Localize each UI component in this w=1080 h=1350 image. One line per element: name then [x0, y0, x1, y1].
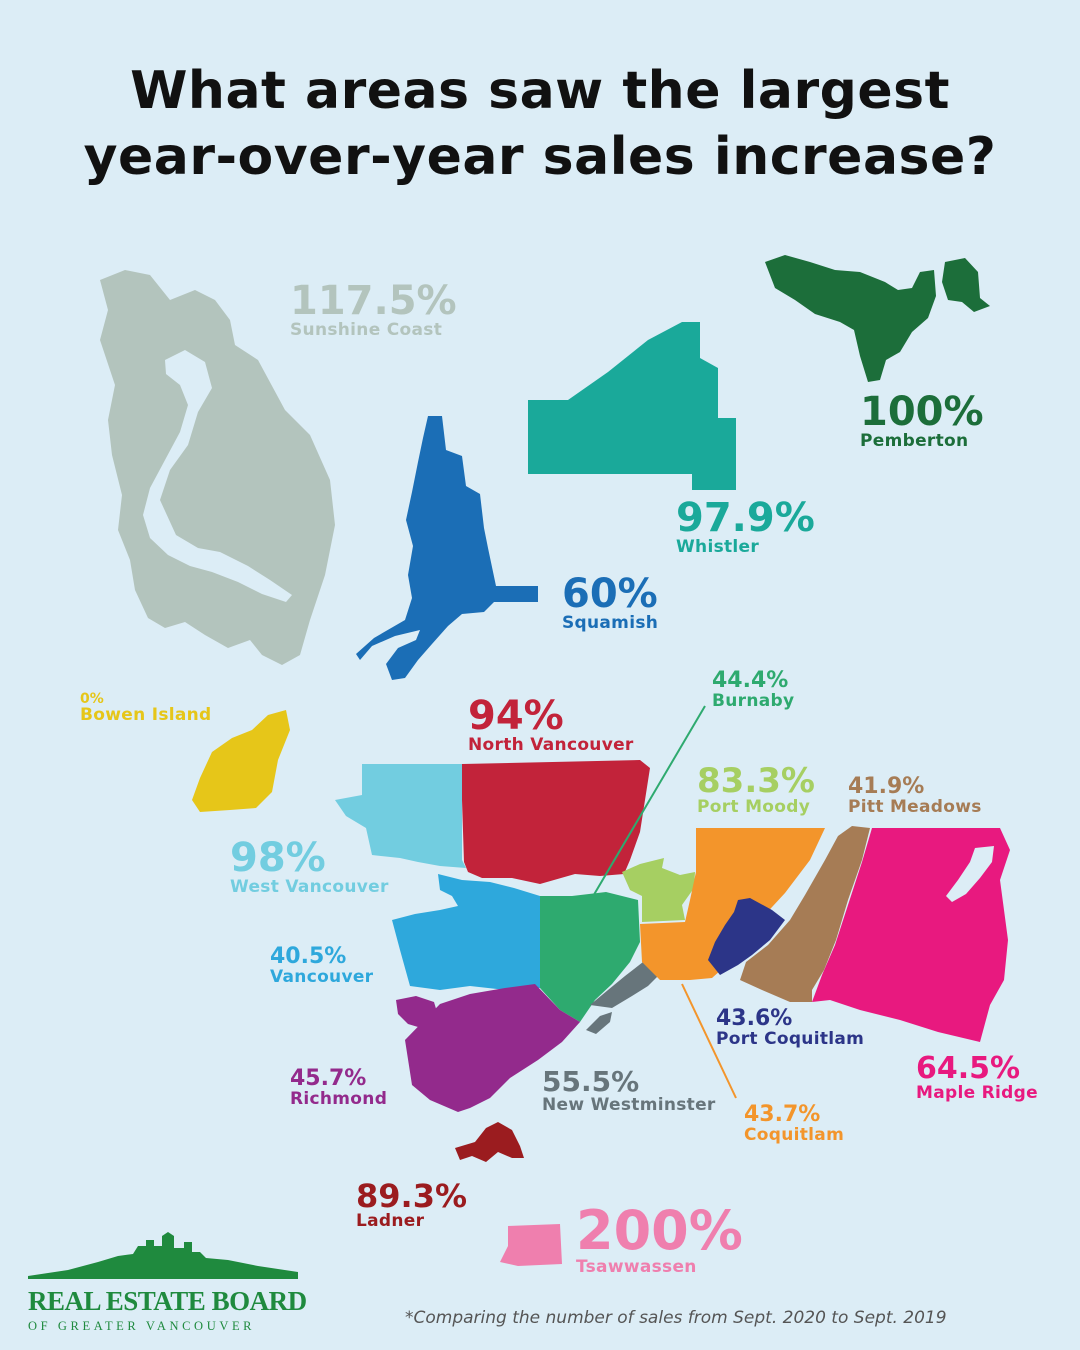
region-vancouver[interactable]	[392, 874, 540, 990]
label-coquitlam: 43.7% Coquitlam	[744, 1104, 844, 1144]
name-whistler: Whistler	[676, 537, 760, 557]
sunshine-coast-inlet	[143, 350, 292, 602]
name-new-westminster: New Westminster	[542, 1095, 716, 1115]
label-maple-ridge: 64.5% Maple Ridge	[916, 1054, 1038, 1102]
leader-line-coquitlam-v	[681, 983, 737, 1099]
value-bowen-island: 0%	[80, 691, 104, 707]
region-ladner[interactable]	[455, 1122, 524, 1162]
value-port-moody: 83.3%	[697, 761, 815, 801]
name-maple-ridge: Maple Ridge	[916, 1083, 1038, 1103]
title-line-2: year-over-year sales increase?	[83, 127, 997, 187]
name-port-moody: Port Moody	[697, 797, 811, 817]
value-pitt-meadows: 41.9%	[848, 774, 925, 799]
label-port-coquitlam: 43.6% Port Coquitlam	[716, 1008, 864, 1048]
label-pemberton: 100% Pemberton	[860, 392, 984, 450]
name-pitt-meadows: Pitt Meadows	[848, 797, 982, 817]
region-pemberton-east[interactable]	[942, 258, 990, 312]
brand-logo: REAL ESTATE BOARD OF GREATER VANCOUVER	[28, 1232, 308, 1334]
value-north-vancouver: 94%	[468, 693, 564, 739]
name-tsawwassen: Tsawwassen	[576, 1257, 697, 1277]
region-whistler[interactable]	[528, 322, 736, 490]
region-coquitlam[interactable]	[640, 828, 825, 980]
value-tsawwassen: 200%	[576, 1199, 743, 1262]
region-sunshine-coast[interactable]	[100, 270, 335, 665]
region-pitt-meadows[interactable]	[740, 826, 870, 1002]
name-sunshine-coast: Sunshine Coast	[290, 320, 443, 340]
region-squamish[interactable]	[356, 416, 538, 680]
logo-line-2: OF GREATER VANCOUVER	[28, 1319, 256, 1333]
label-port-moody: 83.3% Port Moody	[697, 764, 815, 816]
value-west-vancouver: 98%	[230, 835, 326, 881]
value-coquitlam: 43.7%	[744, 1102, 821, 1127]
label-burnaby: 44.4% Burnaby	[712, 670, 794, 710]
region-north-vancouver[interactable]	[462, 760, 650, 884]
label-new-westminster: 55.5% New Westminster	[542, 1068, 716, 1114]
value-sunshine-coast: 117.5%	[290, 278, 457, 324]
label-whistler: 97.9% Whistler	[676, 498, 815, 556]
value-vancouver: 40.5%	[270, 944, 347, 969]
name-north-vancouver: North Vancouver	[468, 735, 634, 755]
name-coquitlam: Coquitlam	[744, 1125, 845, 1145]
region-burnaby[interactable]	[540, 892, 640, 1022]
value-maple-ridge: 64.5%	[916, 1051, 1021, 1086]
value-new-westminster: 55.5%	[542, 1065, 640, 1098]
name-pemberton: Pemberton	[860, 431, 969, 451]
label-sunshine-coast: 117.5% Sunshine Coast	[290, 281, 457, 339]
skyline-icon	[28, 1232, 298, 1279]
region-richmond[interactable]	[405, 984, 580, 1112]
label-ladner: 89.3% Ladner	[356, 1180, 467, 1230]
title-line-1: What areas saw the largest	[130, 61, 950, 121]
value-pemberton: 100%	[860, 389, 984, 435]
value-richmond: 45.7%	[290, 1066, 367, 1091]
label-bowen-island: 0% Bowen Island	[80, 692, 212, 724]
label-tsawwassen: 200% Tsawwassen	[576, 1204, 743, 1276]
label-pitt-meadows: 41.9% Pitt Meadows	[848, 776, 982, 816]
name-west-vancouver: West Vancouver	[230, 877, 389, 897]
region-west-vancouver[interactable]	[335, 764, 466, 868]
region-tsawwassen[interactable]	[500, 1224, 562, 1266]
region-new-westminster-tip[interactable]	[586, 1012, 612, 1034]
label-squamish: 60% Squamish	[562, 574, 658, 632]
region-new-westminster[interactable]	[590, 958, 662, 1008]
region-richmond-island[interactable]	[396, 996, 440, 1030]
region-bowen-island[interactable]	[192, 710, 290, 812]
name-ladner: Ladner	[356, 1211, 425, 1231]
logo-line-1: REAL ESTATE BOARD	[28, 1286, 307, 1316]
label-vancouver: 40.5% Vancouver	[270, 946, 373, 986]
leader-line-burnaby	[591, 705, 706, 899]
value-squamish: 60%	[562, 571, 658, 617]
value-burnaby: 44.4%	[712, 668, 789, 693]
page-title: What areas saw the largest year-over-yea…	[0, 58, 1080, 190]
footnote: *Comparing the number of sales from Sept…	[405, 1308, 947, 1328]
value-ladner: 89.3%	[356, 1177, 468, 1215]
name-bowen-island: Bowen Island	[80, 705, 212, 725]
name-burnaby: Burnaby	[712, 691, 795, 711]
value-whistler: 97.9%	[676, 495, 815, 541]
region-pemberton[interactable]	[765, 255, 936, 382]
label-west-vancouver: 98% West Vancouver	[230, 838, 389, 896]
name-vancouver: Vancouver	[270, 967, 374, 987]
label-richmond: 45.7% Richmond	[290, 1068, 387, 1108]
maple-ridge-lake	[946, 846, 994, 902]
value-port-coquitlam: 43.6%	[716, 1006, 793, 1031]
label-north-vancouver: 94% North Vancouver	[468, 696, 634, 754]
region-port-coquitlam[interactable]	[708, 898, 785, 975]
name-richmond: Richmond	[290, 1089, 388, 1109]
name-port-coquitlam: Port Coquitlam	[716, 1029, 865, 1049]
name-squamish: Squamish	[562, 613, 659, 633]
region-port-moody[interactable]	[622, 858, 695, 922]
